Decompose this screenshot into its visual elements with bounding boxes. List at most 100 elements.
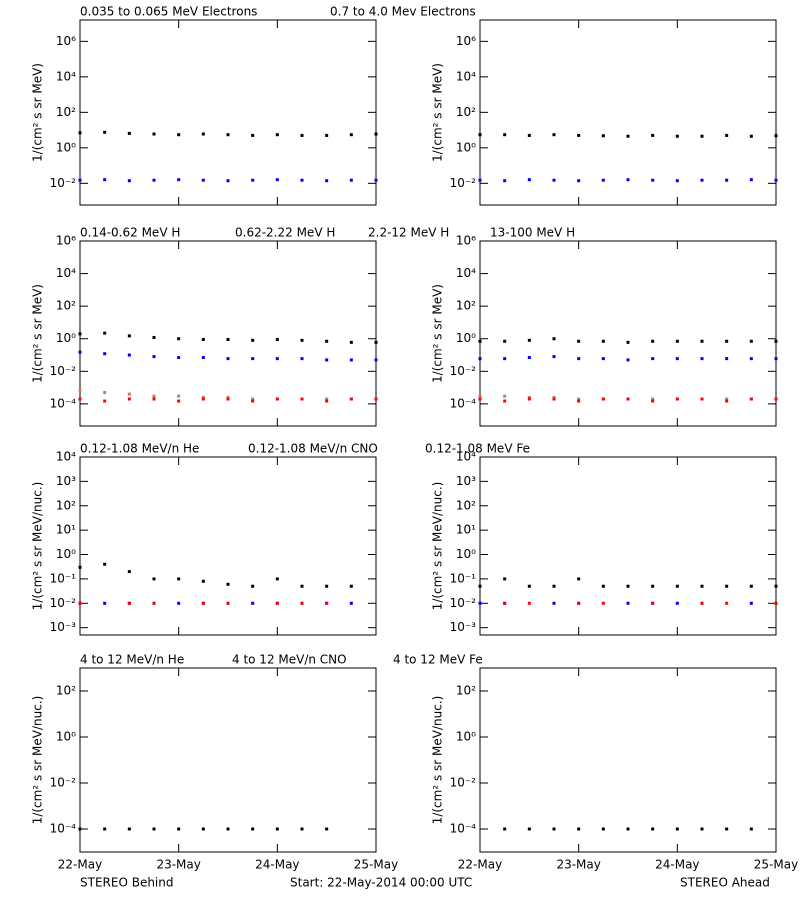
data-point <box>725 827 729 831</box>
data-point <box>503 339 507 343</box>
data-point <box>527 601 531 605</box>
data-point <box>749 827 753 831</box>
data-point <box>749 357 753 361</box>
data-point <box>127 179 131 183</box>
data-point <box>478 584 482 588</box>
data-point <box>478 178 482 182</box>
data-point <box>552 178 556 182</box>
data-point <box>127 601 131 605</box>
data-point <box>749 397 753 401</box>
data-point <box>651 584 655 588</box>
y-tick-label: 10⁻² <box>450 176 477 190</box>
data-point <box>700 339 704 343</box>
data-point <box>325 584 329 588</box>
y-tick-label: 10² <box>56 684 76 698</box>
y-tick-label: 10⁻³ <box>450 620 477 634</box>
data-point <box>152 335 156 339</box>
data-point <box>103 827 107 831</box>
footer-left: STEREO Behind <box>80 876 174 890</box>
data-point <box>577 339 581 343</box>
data-point <box>749 584 753 588</box>
data-point <box>177 133 181 137</box>
data-point <box>601 827 605 831</box>
data-point <box>725 133 729 137</box>
data-point <box>374 178 378 182</box>
y-tick-label: 10⁰ <box>56 331 76 345</box>
data-point <box>152 132 156 136</box>
y-tick-label: 10¹ <box>56 523 76 537</box>
data-point <box>725 399 729 403</box>
data-point <box>774 339 778 343</box>
data-point <box>201 356 205 360</box>
y-tick-label: 10⁻² <box>50 364 77 378</box>
data-point <box>201 132 205 136</box>
data-point <box>601 339 605 343</box>
data-point <box>349 340 353 344</box>
data-point <box>325 827 329 831</box>
data-point <box>177 827 181 831</box>
y-tick-label: 10² <box>456 684 476 698</box>
data-point <box>127 353 131 357</box>
data-point <box>552 584 556 588</box>
data-point <box>503 827 507 831</box>
data-point <box>103 331 107 335</box>
data-point <box>651 601 655 605</box>
data-point <box>300 338 304 342</box>
data-point <box>226 397 230 401</box>
data-point <box>325 601 329 605</box>
data-point <box>300 827 304 831</box>
data-point <box>78 827 82 831</box>
data-point <box>626 827 630 831</box>
x-tick-label: 24-May <box>255 858 299 872</box>
data-point <box>127 570 131 574</box>
data-point <box>700 178 704 182</box>
data-point <box>251 827 255 831</box>
data-point <box>325 179 329 183</box>
data-point <box>527 178 531 182</box>
y-axis-label: 1/(cm² s sr MeV/nuc.) <box>31 482 45 611</box>
data-point <box>349 584 353 588</box>
data-point <box>300 357 304 361</box>
data-point <box>700 357 704 361</box>
y-tick-label: 10² <box>56 498 76 512</box>
data-point <box>300 397 304 401</box>
data-point <box>275 577 279 581</box>
data-point <box>152 827 156 831</box>
y-tick-label: 10⁻² <box>450 596 477 610</box>
y-tick-label: 10⁻⁴ <box>450 396 477 410</box>
data-point <box>201 337 205 341</box>
data-point <box>251 601 255 605</box>
data-point <box>503 357 507 361</box>
data-point <box>177 577 181 581</box>
plot-frame <box>479 456 777 636</box>
data-point <box>552 355 556 359</box>
y-tick-label: 10⁴ <box>56 69 76 83</box>
data-point <box>774 584 778 588</box>
legend-entry: 0.12-1.08 MeV Fe <box>425 442 530 456</box>
y-tick-label: 10⁻¹ <box>50 571 77 585</box>
data-point <box>527 397 531 401</box>
data-point <box>127 392 131 396</box>
data-point <box>527 338 531 342</box>
data-point <box>201 178 205 182</box>
data-point <box>103 178 107 182</box>
y-axis-label: 1/(cm² s sr MeV/nuc.) <box>431 482 445 611</box>
data-point <box>552 601 556 605</box>
data-point <box>651 133 655 137</box>
data-point <box>127 827 131 831</box>
data-point <box>78 601 82 605</box>
data-point <box>577 133 581 137</box>
data-point <box>626 178 630 182</box>
data-point <box>103 352 107 356</box>
y-tick-label: 10⁰ <box>56 730 76 744</box>
data-point <box>275 397 279 401</box>
x-tick-label: 22-May <box>58 858 102 872</box>
data-point <box>675 827 679 831</box>
legend-entry: 0.12-1.08 MeV/n He <box>80 442 199 456</box>
data-point <box>577 601 581 605</box>
data-point <box>626 358 630 362</box>
data-point <box>651 399 655 403</box>
legend-entry: 0.035 to 0.065 MeV Electrons <box>80 5 257 19</box>
data-point <box>478 339 482 343</box>
y-axis-label: 1/(cm² s sr MeV) <box>431 284 445 383</box>
